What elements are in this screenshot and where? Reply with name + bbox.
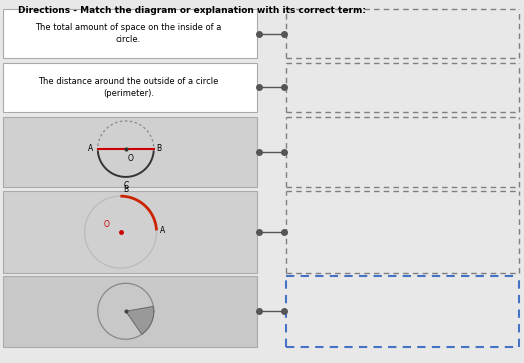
Text: The total amount of space on the inside of a: The total amount of space on the inside … — [35, 23, 222, 32]
Text: B: B — [156, 144, 161, 154]
Text: A: A — [88, 144, 93, 154]
Text: Directions - Match the diagram or explanation with its correct term:: Directions - Match the diagram or explan… — [18, 6, 366, 15]
Bar — [3, 63, 257, 112]
Text: A: A — [159, 226, 165, 234]
Text: C: C — [123, 181, 128, 190]
Text: B: B — [124, 185, 129, 194]
Text: circle.: circle. — [116, 35, 141, 44]
Text: (perimeter).: (perimeter). — [103, 89, 154, 98]
Bar — [3, 9, 257, 58]
Bar — [3, 276, 257, 347]
Bar — [3, 117, 257, 187]
Text: The distance around the outside of a circle: The distance around the outside of a cir… — [38, 77, 219, 86]
Bar — [3, 191, 257, 273]
Wedge shape — [126, 306, 154, 334]
Text: O: O — [104, 220, 110, 229]
Text: O: O — [128, 154, 134, 163]
